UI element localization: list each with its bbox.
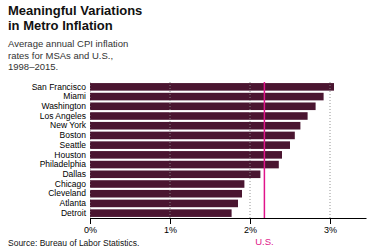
y-tick: New York [50, 120, 90, 130]
bar [90, 141, 290, 149]
bars [90, 83, 334, 217]
subtitle: Average annual CPI inflationrates for MS… [8, 38, 128, 72]
bar [90, 112, 308, 120]
x-tick: 1% [164, 218, 177, 235]
y-axis: San FranciscoMiamiWashingtonLos AngelesN… [32, 82, 90, 218]
y-tick-label: Dallas [62, 169, 86, 179]
y-tick-label: San Francisco [32, 82, 87, 92]
x-tick-mark [330, 218, 331, 224]
y-tick-label: Chicago [55, 179, 86, 189]
grid-line [250, 82, 251, 218]
reference-line [264, 82, 266, 218]
bar [90, 190, 242, 198]
y-tick: Houston [54, 150, 90, 160]
y-tick: Miami [63, 91, 90, 101]
y-tick-label: Seattle [60, 140, 87, 150]
grid-line [330, 82, 331, 218]
y-tick-label: New York [50, 120, 87, 130]
y-tick-label: Miami [63, 91, 86, 101]
bar [90, 209, 232, 217]
y-tick: Boston [60, 130, 90, 140]
x-tick: 2% [244, 218, 257, 235]
y-tick: Chicago [55, 179, 90, 189]
x-tick-mark [250, 218, 251, 224]
y-tick: San Francisco [32, 82, 90, 92]
bar [90, 200, 238, 208]
x-tick-mark [90, 218, 91, 224]
y-tick-label: Atlanta [60, 198, 87, 208]
subtitle-line: Average annual CPI inflation [8, 38, 128, 49]
y-tick-label: Detroit [61, 208, 87, 218]
title-line: in Metro Inflation [8, 18, 113, 33]
y-tick: Washington [41, 101, 90, 111]
subtitle-line: rates for MSAs and U.S., [8, 50, 113, 61]
y-tick-label: Cleveland [48, 188, 86, 198]
y-tick: Seattle [60, 140, 90, 150]
y-tick: Atlanta [60, 198, 90, 208]
y-tick-label: Boston [60, 130, 87, 140]
x-tick: 3% [324, 218, 337, 235]
x-tick: 0% [84, 218, 97, 235]
grid-line [170, 82, 171, 218]
x-tick-label: 2% [244, 225, 257, 235]
plot-area [90, 82, 334, 218]
y-tick: Dallas [62, 169, 90, 179]
y-tick: Los Angeles [40, 111, 90, 121]
bar [90, 83, 334, 91]
source: Source: Bureau of Labor Statistics. [8, 238, 139, 248]
y-tick-label: Houston [54, 150, 86, 160]
bar [90, 93, 324, 101]
y-tick: Detroit [61, 208, 90, 218]
title: Meaningful Variationsin Metro Inflation [8, 3, 142, 33]
grid-line [90, 82, 91, 218]
annotation-label: U.S. [255, 236, 273, 247]
x-axis-line [91, 218, 367, 219]
x-tick-label: 3% [324, 225, 337, 235]
bar [90, 170, 260, 178]
y-tick-label: Philadelphia [40, 159, 87, 169]
subtitle-line: 1998–2015. [8, 61, 58, 72]
chart-container: Meaningful Variationsin Metro Inflation A… [0, 0, 380, 250]
grid [90, 82, 330, 218]
y-tick: Cleveland [48, 188, 90, 198]
y-tick: Philadelphia [40, 159, 90, 169]
chart-svg: Meaningful Variationsin Metro Inflation A… [0, 0, 380, 250]
bar [90, 161, 279, 169]
y-tick-label: Washington [41, 101, 86, 111]
y-tick-label: Los Angeles [40, 111, 86, 121]
bar [90, 122, 300, 130]
title-line: Meaningful Variations [8, 3, 142, 18]
x-tick-label: 1% [164, 225, 177, 235]
bar [90, 180, 244, 188]
x-tick-label: 0% [84, 225, 97, 235]
bar [90, 151, 282, 159]
bar [90, 102, 316, 110]
x-axis: 0% 1% 2% 3% [84, 218, 367, 235]
x-tick-mark [170, 218, 171, 224]
